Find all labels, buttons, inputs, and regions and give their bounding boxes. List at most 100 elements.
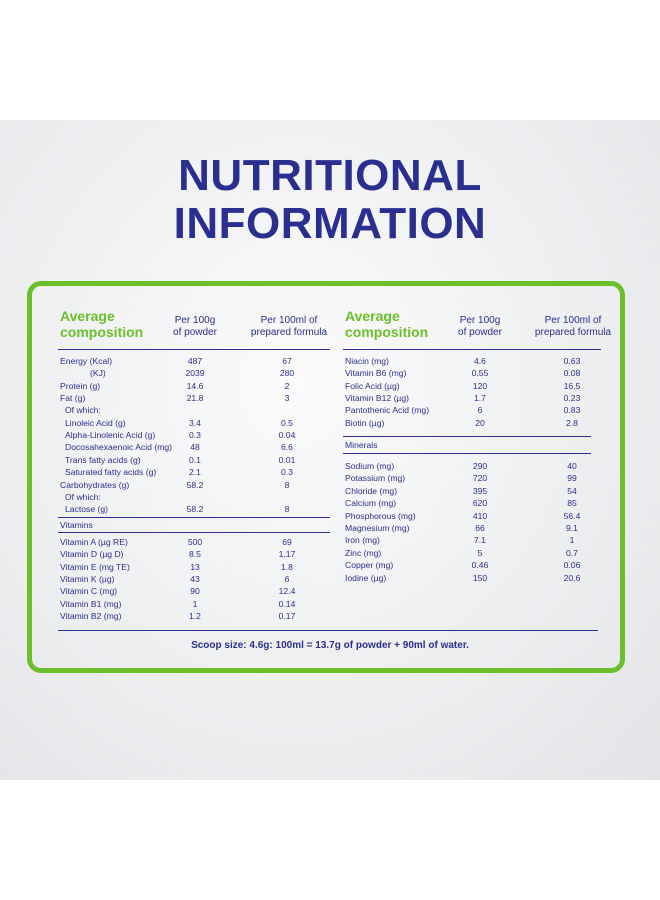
title-line-1: NUTRITIONAL: [178, 151, 482, 200]
value-per-100g: 720: [472, 473, 488, 484]
nutrient-name: Folic Acid (µg): [345, 380, 400, 391]
value-per-100g: 500: [187, 537, 203, 547]
nutrient-name: Fat (g): [60, 393, 86, 404]
nutrient-name: Iron (mg): [345, 535, 380, 546]
table-row: Iodine (µg) 150 20.6: [345, 572, 625, 584]
nutrient-name: Alpha-Linolenic Acid (g): [65, 430, 156, 441]
nutrient-name: Biotin (µg): [345, 417, 385, 428]
table-row: Docosahexaenoic Acid (mg) 48 6.6: [60, 441, 340, 453]
nutrient-name: Saturated fatty acids (g): [65, 467, 157, 478]
value-per-100ml: 0.63: [563, 356, 581, 366]
value-per-100ml: 67: [282, 356, 292, 366]
value-per-100g: 6: [477, 405, 483, 416]
nutrient-name: Energy (Kcal): [60, 356, 113, 366]
value-per-100ml: 6.6: [281, 442, 293, 453]
vitamins-rule-top: [58, 517, 330, 518]
value-per-100ml: 0.3: [281, 467, 293, 478]
table-row: Energy (Kcal) 487 67: [60, 355, 340, 367]
value-per-100ml: 1: [569, 535, 575, 546]
nutrient-name: Vitamin B2 (mg): [60, 611, 122, 622]
table-row: Magnesium (mg) 66 9.1: [345, 522, 625, 534]
value-per-100ml: 2: [284, 380, 290, 391]
nutrient-name: Vitamin E (mg TE): [60, 561, 130, 572]
nutrient-name: Niacin (mg): [345, 356, 389, 366]
minerals-rule-top: [343, 436, 591, 437]
value-per-100g: 2.1: [189, 467, 201, 478]
value-per-100g: 120: [472, 380, 488, 391]
footer-rule: [58, 630, 598, 631]
table-row: Of which:: [60, 491, 340, 503]
nutrient-name: Docosahexaenoic Acid (mg): [65, 442, 172, 453]
table-row: Sodium (mg) 290 40: [345, 460, 625, 472]
nutrient-name: Vitamin D (µg D): [60, 549, 124, 560]
table-row: Pantothenic Acid (mg) 6 0.83: [345, 404, 625, 416]
nutrient-name: Pantothenic Acid (mg): [345, 405, 430, 416]
value-per-100ml: 85: [567, 498, 577, 509]
value-per-100g: 620: [472, 498, 488, 509]
left-average-composition-header: Average composition: [60, 308, 144, 340]
nutrient-name: Lactose (g): [65, 504, 108, 515]
table-row: Copper (mg) 0.46 0.06: [345, 559, 625, 571]
nutrient-name: Copper (mg): [345, 560, 394, 571]
title-line-2: INFORMATION: [173, 199, 487, 248]
value-per-100ml: 99: [567, 473, 577, 484]
nutrient-name: Carbohydrates (g): [60, 479, 130, 490]
value-per-100g: 66: [475, 523, 485, 533]
nutrient-name: Iodine (µg): [345, 572, 387, 583]
right-header-rule: [343, 349, 601, 350]
nutrient-name: Zinc (mg): [345, 547, 382, 558]
value-per-100g: 290: [472, 461, 488, 471]
right-per-100ml-header: Per 100ml of prepared formula: [534, 315, 612, 338]
table-row: Niacin (mg) 4.6 0.63: [345, 355, 625, 367]
table-row: Vitamin K (µg) 43 6: [60, 573, 340, 585]
value-per-100ml: 0.08: [563, 368, 581, 379]
nutrient-name: Potassium (mg): [345, 473, 406, 484]
value-per-100ml: 2.8: [566, 417, 578, 428]
table-row: Carbohydrates (g) 58.2 8: [60, 479, 340, 491]
nutrient-name: Vitamin C (mg): [60, 586, 118, 597]
value-per-100ml: 1.17: [278, 549, 296, 560]
value-per-100g: 90: [190, 586, 200, 597]
table-row: Fat (g) 21.8 3: [60, 392, 340, 404]
value-per-100g: 5: [477, 547, 483, 558]
nutrient-name: Vitamin A (µg RE): [60, 537, 128, 547]
table-row: (KJ) 2039 280: [60, 367, 340, 379]
scoop-size-note: Scoop size: 4.6g: 100ml = 13.7g of powde…: [191, 640, 469, 651]
value-per-100ml: 56.4: [563, 510, 581, 521]
value-per-100ml: 40: [567, 461, 577, 471]
table-row: Vitamin B2 (mg) 1.2 0.17: [60, 610, 340, 622]
value-per-100g: 7.1: [474, 535, 486, 546]
value-per-100g: 2039: [185, 368, 205, 379]
table-row: Vitamin B12 (µg) 1.7 0.23: [345, 392, 625, 404]
nutrient-name: Vitamin B12 (µg): [345, 393, 410, 404]
page-title: NUTRITIONAL INFORMATION: [0, 152, 660, 248]
nutrient-name: Magnesium (mg): [345, 523, 410, 533]
value-per-100g: 58.2: [186, 504, 204, 515]
nutrient-name: (KJ): [90, 368, 106, 379]
table-row: Vitamin E (mg TE) 13 1.8: [60, 561, 340, 573]
left-header-rule: [58, 349, 330, 350]
table-row: Phosphorous (mg) 410 56.4: [345, 510, 625, 522]
value-per-100ml: 3: [284, 393, 290, 404]
nutrient-name: Of which:: [65, 491, 101, 502]
value-per-100ml: 0.14: [278, 598, 296, 609]
table-row: Alpha-Linolenic Acid (g) 0.3 0.04: [60, 429, 340, 441]
nutrition-table-frame: [27, 281, 625, 673]
value-per-100ml: 0.83: [563, 405, 581, 416]
vitamins-rule-bottom: [58, 532, 330, 533]
minerals-rule-bottom: [343, 453, 591, 454]
value-per-100ml: 8: [284, 479, 290, 490]
nutrient-name: Vitamin B1 (mg): [60, 598, 122, 609]
nutrient-name: Trans fatty acids (g): [65, 454, 141, 465]
value-per-100g: 8.5: [189, 549, 201, 560]
table-row: Protein (g) 14.6 2: [60, 380, 340, 392]
nutrient-name: Linoleic Acid (g): [65, 417, 126, 428]
value-per-100ml: 20.6: [563, 572, 581, 583]
value-per-100g: 21.8: [186, 393, 204, 404]
vitamins-section-label: Vitamins: [60, 520, 93, 530]
value-per-100ml: 0.7: [566, 547, 578, 558]
value-per-100g: 0.55: [471, 368, 489, 379]
value-per-100ml: 54: [567, 485, 577, 496]
value-per-100g: 1.7: [474, 393, 486, 404]
value-per-100g: 43: [190, 574, 200, 585]
